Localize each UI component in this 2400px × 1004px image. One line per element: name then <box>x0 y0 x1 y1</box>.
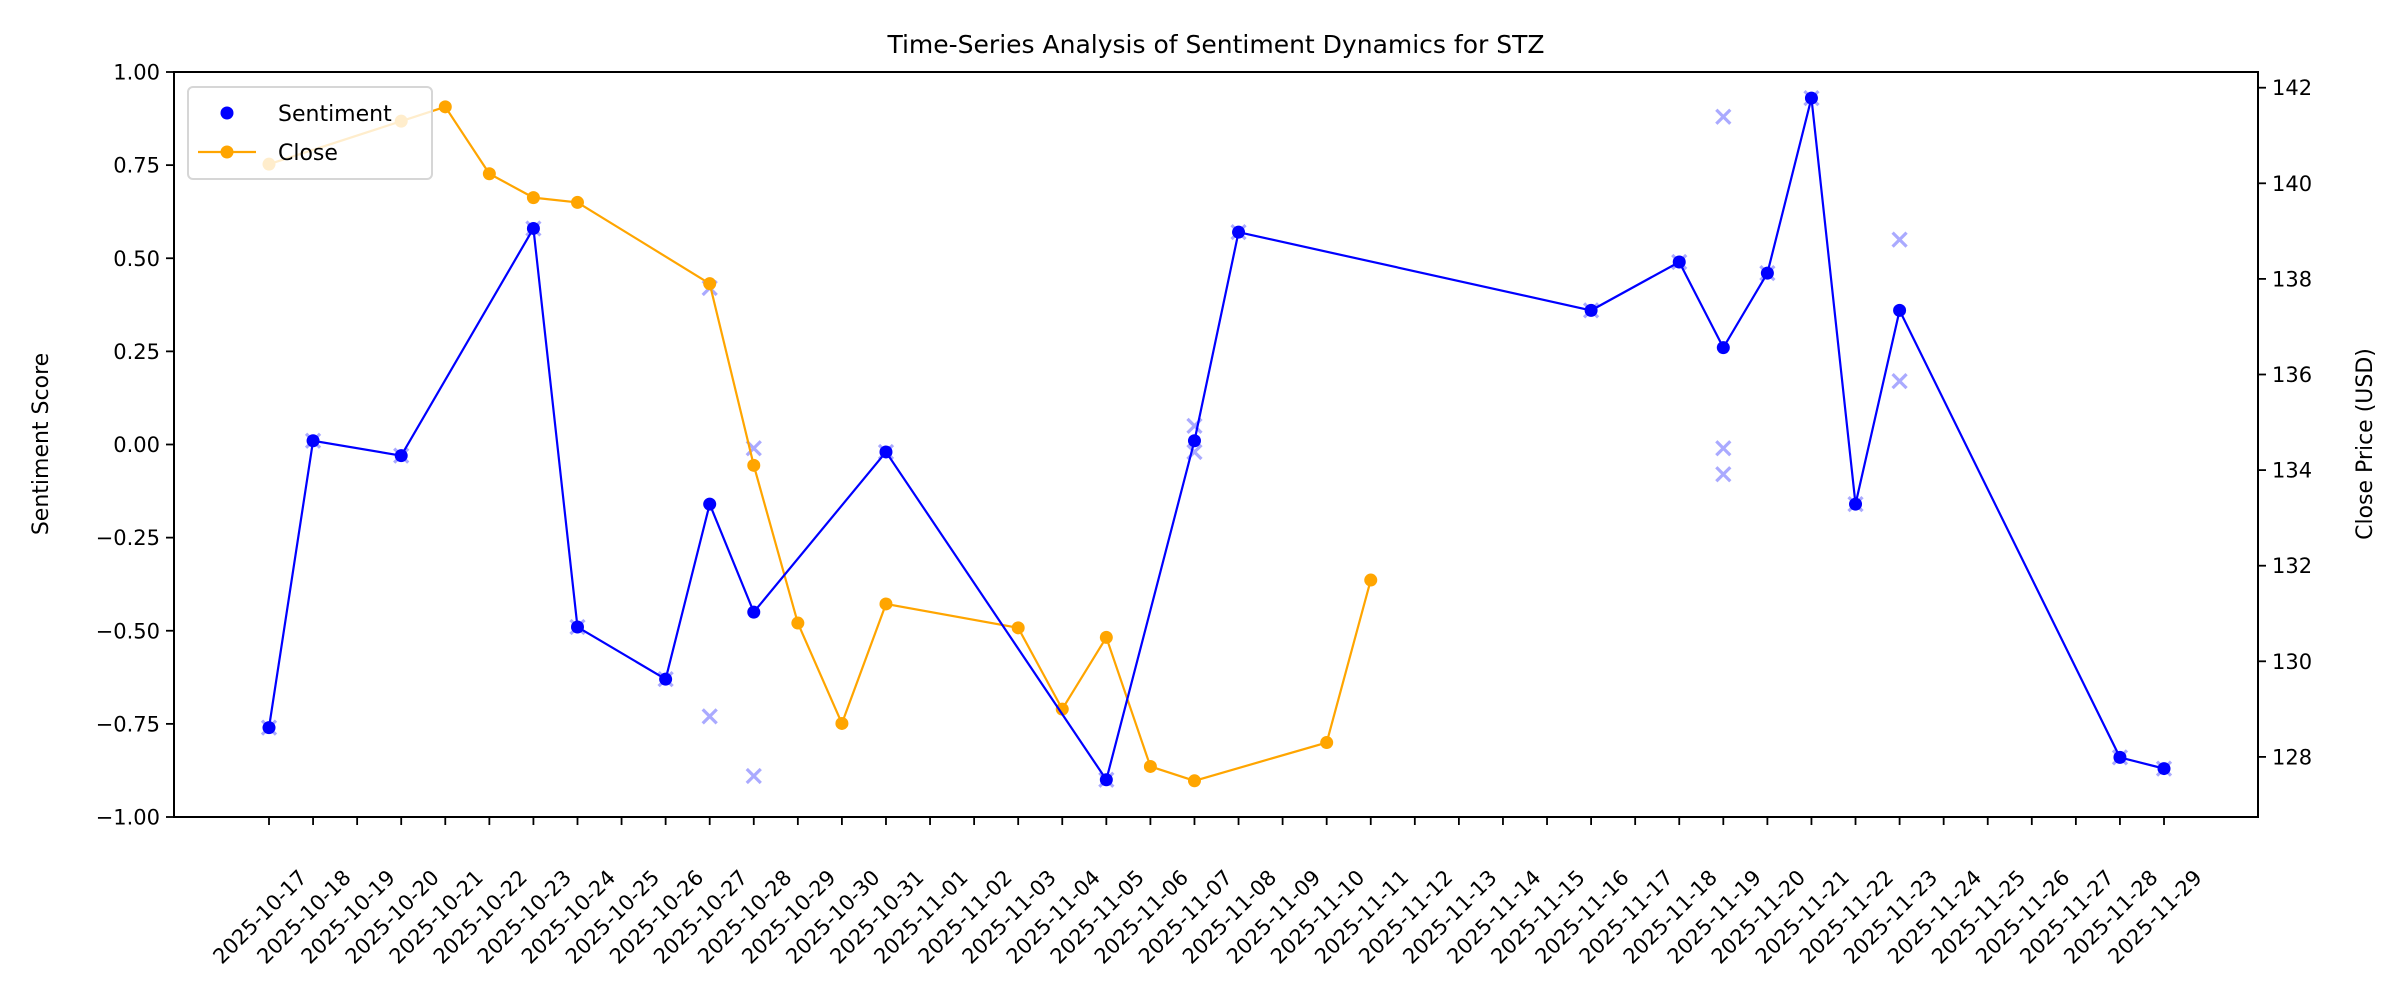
close-point <box>1055 702 1069 716</box>
y-tick-label: −0.50 <box>96 619 160 643</box>
y-right-tick-label: 130 <box>2272 650 2312 674</box>
sentiment-point <box>1804 91 1818 105</box>
sentiment-point <box>1760 266 1774 280</box>
y-right-tick-label: 140 <box>2272 172 2312 196</box>
close-point <box>791 616 805 630</box>
observation-x-marker <box>701 708 718 725</box>
observation-x-marker <box>1715 108 1732 125</box>
y-axis-right-label: Close Price (USD) <box>2353 348 2378 540</box>
close-point <box>1099 630 1113 644</box>
close-dot-icon <box>220 145 234 159</box>
sentiment-dot-icon <box>220 106 234 120</box>
y-right-tick-label: 132 <box>2272 554 2312 578</box>
close-point <box>438 100 452 114</box>
observation-x-marker <box>1891 231 1908 248</box>
sentiment-point <box>879 445 893 459</box>
close-point <box>570 195 584 209</box>
close-point <box>1187 774 1201 788</box>
y-right-tick-label: 138 <box>2272 267 2312 291</box>
legend-label-sentiment: Sentiment <box>278 102 392 127</box>
sentiment-point <box>1849 497 1863 511</box>
sentiment-point <box>394 449 408 463</box>
y-tick-label: −1.00 <box>96 806 160 830</box>
close-point <box>747 458 761 472</box>
y-tick-label: 0.25 <box>113 340 160 364</box>
legend-label-close: Close <box>278 141 338 166</box>
plot-area <box>260 89 2173 788</box>
close-point <box>1320 736 1334 750</box>
sentiment-point <box>1232 225 1246 239</box>
close-point <box>1143 759 1157 773</box>
sentiment-point <box>570 620 584 634</box>
y-tick-label: 0.00 <box>113 433 160 457</box>
close-point <box>482 167 496 181</box>
y-tick-label: −0.25 <box>96 526 160 550</box>
observation-x-marker <box>1715 466 1732 483</box>
sentiment-point <box>1672 255 1686 269</box>
sentiment-point <box>1893 303 1907 317</box>
y-right-tick-label: 128 <box>2272 745 2312 769</box>
close-point <box>1011 621 1025 635</box>
sentiment-point <box>747 605 761 619</box>
y-axis-left-label: Sentiment Score <box>29 353 54 535</box>
close-point <box>703 277 717 291</box>
sentiment-point <box>526 221 540 235</box>
chart-title: Time-Series Analysis of Sentiment Dynami… <box>886 30 1544 59</box>
y-tick-label: −0.75 <box>96 712 160 736</box>
legend-item-sentiment: Sentiment <box>220 102 392 127</box>
y-axis-left: −1.00 −0.75 −0.50 −0.25 0.00 0.25 0.50 0.75 1.00 <box>96 61 174 830</box>
sentiment-point <box>1099 773 1113 787</box>
close-point <box>879 597 893 611</box>
observation-x-marker <box>745 767 762 785</box>
y-tick-label: 0.75 <box>113 154 160 178</box>
sentiment-point <box>659 672 673 686</box>
sentiment-series <box>262 91 2171 787</box>
sentiment-point <box>262 721 276 735</box>
sentiment-point <box>1716 341 1730 355</box>
sentiment-point <box>2157 762 2171 776</box>
observation-x-marker <box>1891 373 1908 390</box>
sentiment-point <box>703 497 717 511</box>
y-axis-right: 128 130 132 134 136 138 140 142 <box>2258 76 2312 769</box>
y-tick-label: 0.50 <box>113 247 160 271</box>
legend-box <box>187 86 433 180</box>
y-right-tick-label: 136 <box>2272 363 2312 387</box>
sentiment-point <box>1584 303 1598 317</box>
y-right-tick-label: 142 <box>2272 76 2312 100</box>
close-point <box>1364 573 1378 587</box>
observation-x-marker <box>1715 440 1732 457</box>
close-point <box>835 716 849 730</box>
legend: Sentiment Close <box>187 86 433 180</box>
close-line <box>268 105 1372 782</box>
legend-item-close: Close <box>198 141 338 166</box>
sentiment-point <box>306 434 320 448</box>
y-tick-label: 1.00 <box>113 61 160 85</box>
close-point <box>526 191 540 205</box>
y-right-tick-label: 134 <box>2272 459 2312 483</box>
sentiment-point <box>1187 434 1201 448</box>
sentiment-point <box>2113 750 2127 764</box>
